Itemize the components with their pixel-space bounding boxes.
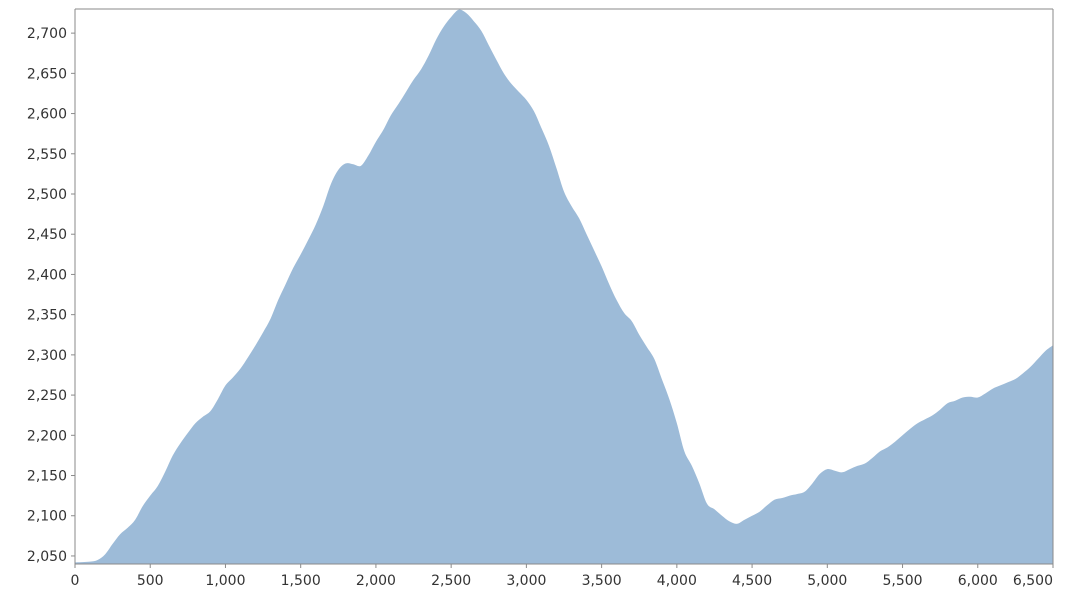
y-axis-ticks: 2,050 2,100 2,150 2,200 2,250 2,300 2,350 2,400…: [27, 26, 75, 565]
area-series: [75, 9, 1053, 564]
x-tick-label: 1,000: [205, 573, 245, 589]
x-tick-label: 6,000: [958, 573, 998, 589]
y-tick-label: 2,100: [27, 509, 67, 525]
x-tick-label: 2,500: [431, 573, 471, 589]
y-tick-label: 2,300: [27, 348, 67, 364]
x-tick-label: 2,000: [356, 573, 396, 589]
x-tick-label: 4,000: [657, 573, 697, 589]
x-tick-label: 3,500: [582, 573, 622, 589]
y-tick-label: 2,550: [27, 147, 67, 163]
y-tick-label: 2,700: [27, 26, 67, 42]
x-axis-ticks: 0 500 1,000 1,500 2,000 2,500 3,000 3,500 4,000 4…: [71, 564, 1054, 589]
x-tick-label: 5,500: [882, 573, 922, 589]
y-tick-label: 2,600: [27, 107, 67, 123]
y-tick-label: 2,150: [27, 469, 67, 485]
y-tick-label: 2,500: [27, 187, 67, 203]
x-tick-label: 4,500: [732, 573, 772, 589]
x-tick-label: 6,500: [1013, 573, 1053, 589]
y-tick-label: 2,350: [27, 308, 67, 324]
y-tick-label: 2,400: [27, 267, 67, 283]
x-tick-label: 500: [137, 573, 164, 589]
y-tick-label: 2,650: [27, 66, 67, 82]
y-tick-label: 2,250: [27, 388, 67, 404]
x-tick-label: 3,000: [506, 573, 546, 589]
y-tick-label: 2,200: [27, 428, 67, 444]
y-tick-label: 2,050: [27, 549, 67, 565]
x-tick-label: 5,000: [807, 573, 847, 589]
x-tick-label: 0: [71, 573, 80, 589]
y-tick-label: 2,450: [27, 227, 67, 243]
x-tick-label: 1,500: [281, 573, 321, 589]
